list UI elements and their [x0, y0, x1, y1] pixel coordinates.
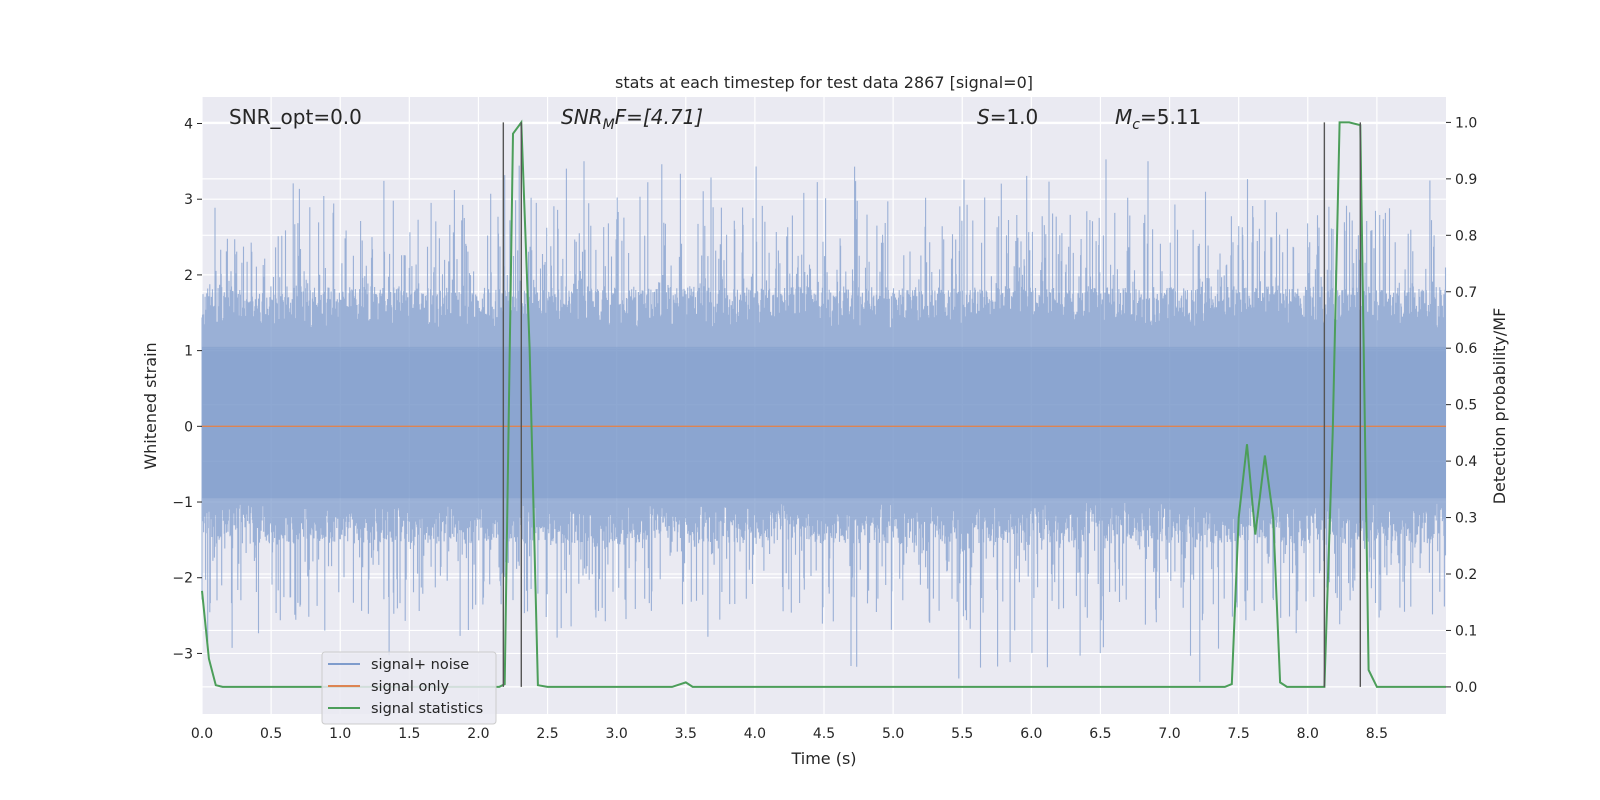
x-axis-label: Time (s)	[790, 749, 856, 768]
x-tick-labels: 0.0 0.5 1.0 1.5 2.0 2.5 3.0 3.5 4.0 4.5 5.0 5.5 6.0 6…	[191, 726, 1388, 742]
y-right-tick-label: 0.5	[1455, 398, 1477, 414]
y-left-tick-labels: 4 3 2 1 0 −1 −2 −3	[172, 116, 202, 662]
y-left-tick-label: −2	[172, 571, 193, 587]
y-left-tick-label: 3	[184, 192, 193, 208]
x-tick-label: 0.0	[191, 726, 213, 742]
y-left-tick-label: 2	[184, 268, 193, 284]
series-signal-plus-noise	[201, 159, 1447, 682]
annotation-mc: Mc=5.11	[1115, 105, 1201, 133]
x-tick-label: 3.5	[675, 726, 697, 742]
chart-title: stats at each timestep for test data 286…	[615, 73, 1033, 92]
annotation-snr-opt: SNR_opt=0.0	[229, 105, 362, 129]
y-right-tick-label: 0.6	[1455, 341, 1477, 357]
noise-core	[202, 346, 1446, 499]
y-right-tick-label: 0.1	[1455, 623, 1477, 639]
annotation-s: S=1.0	[977, 105, 1038, 129]
y-right-tick-label: 0.2	[1455, 567, 1477, 583]
x-tick-label: 1.0	[329, 726, 351, 742]
y-left-tick-label: 0	[184, 419, 193, 435]
x-tick-label: 7.5	[1228, 726, 1250, 742]
y-right-tick-label: 0.3	[1455, 511, 1477, 527]
series-signal-statistics	[201, 119, 1446, 688]
x-tick-label: 8.5	[1366, 726, 1388, 742]
y-right-tick-label: 0.9	[1455, 172, 1477, 188]
y-right-tick-label: 0.8	[1455, 228, 1477, 244]
legend-box	[321, 651, 497, 725]
x-tick-label: 2.0	[467, 726, 489, 742]
x-tick-label: 4.0	[744, 726, 766, 742]
y-right-tick-label: 0.0	[1455, 680, 1477, 696]
x-tick-label: 5.0	[882, 726, 904, 742]
y-right-tick-label: 0.4	[1455, 454, 1477, 470]
legend-label-signal-only: signal only	[371, 679, 450, 695]
x-tick-label: 4.5	[813, 726, 835, 742]
legend-label-signal-statistics: signal statistics	[371, 701, 483, 717]
y-left-tick-label: 4	[184, 116, 193, 132]
vertical-markers	[502, 122, 1362, 687]
x-tick-label: 1.5	[398, 726, 420, 742]
x-tick-label: 3.0	[606, 726, 628, 742]
y-left-tick-label: −3	[172, 646, 193, 662]
y-right-tick-labels: 1.0 0.9 0.8 0.7 0.6 0.5 0.4 0.3 0.2 0.1 0.0	[1446, 115, 1477, 696]
y-left-tick-label: −1	[172, 495, 193, 511]
y-right-axis-label: Detection probability/MF	[1490, 308, 1509, 505]
x-tick-label: 2.5	[536, 726, 558, 742]
x-tick-label: 6.0	[1020, 726, 1042, 742]
y-right-tick-label: 1.0	[1455, 115, 1477, 131]
y-left-axis-label: Whitened strain	[141, 342, 160, 469]
x-tick-label: 5.5	[951, 726, 973, 742]
y-right-tick-label: 0.7	[1455, 285, 1477, 301]
x-tick-label: 8.0	[1297, 726, 1319, 742]
x-tick-label: 7.0	[1158, 726, 1180, 742]
x-tick-label: 6.5	[1089, 726, 1111, 742]
x-tick-label: 0.5	[260, 726, 282, 742]
legend-label-signal-plus-noise: signal+ noise	[371, 657, 469, 673]
legend: signal+ noise signal only signal statist…	[321, 651, 497, 725]
annotation-snr-mf: SNRMF=[4.71]	[561, 105, 703, 133]
y-left-tick-label: 1	[184, 344, 193, 360]
